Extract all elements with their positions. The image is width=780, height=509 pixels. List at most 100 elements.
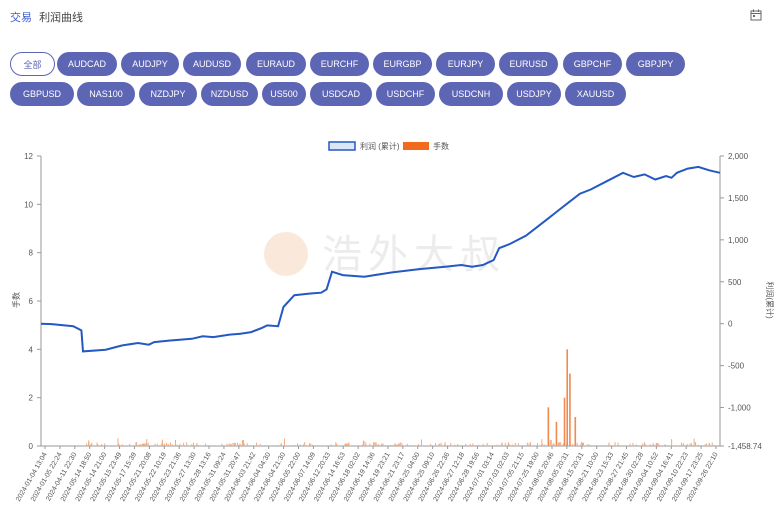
filter-chip-nas100[interactable]: NAS100: [77, 82, 135, 106]
lots-bar: [196, 442, 198, 446]
lots-bar: [256, 442, 258, 446]
filter-chip-gbpjpy[interactable]: GBPJPY: [626, 52, 685, 76]
filter-chip-eurusd[interactable]: EURUSD: [499, 52, 558, 76]
filter-chip-eurjpy[interactable]: EURJPY: [436, 52, 495, 76]
y-left-tick-label: 12: [24, 152, 33, 161]
filter-chip-audusd[interactable]: AUDUSD: [183, 52, 241, 76]
lots-bar: [656, 443, 658, 446]
filter-chip-eurgbp[interactable]: EURGBP: [373, 52, 432, 76]
filter-chip-usdcad[interactable]: USDCAD: [310, 82, 372, 106]
lots-bar: [681, 442, 683, 446]
lots-bar: [280, 444, 282, 446]
lots-bar: [101, 444, 103, 446]
lots-bar: [504, 442, 506, 446]
lots-bar: [572, 443, 574, 446]
legend-label-profit: 利润 (累计): [360, 141, 400, 151]
lots-bar: [665, 444, 667, 446]
lots-bar: [528, 443, 530, 446]
lots-bar: [303, 444, 305, 446]
y-left-tick-label: 8: [29, 249, 34, 258]
lots-bar: [186, 442, 188, 446]
filter-chip-audjpy[interactable]: AUDJPY: [121, 52, 179, 76]
lots-bar: [299, 444, 301, 446]
filter-chip-xauusd[interactable]: XAUUSD: [565, 82, 626, 106]
lots-bar: [438, 443, 440, 446]
lots-bar: [229, 444, 231, 446]
legend-label-lots: 手数: [433, 141, 449, 151]
lots-bar: [714, 444, 716, 446]
lots-bar: [697, 444, 699, 446]
lots-bar: [121, 444, 123, 446]
lots-bar: [234, 442, 236, 446]
lots-bar: [221, 443, 223, 446]
lots-bar: [472, 443, 474, 446]
lots-bar: [529, 442, 531, 446]
filter-chip-nzdjpy[interactable]: NZDJPY: [139, 82, 197, 106]
lots-bar: [117, 438, 119, 446]
filter-chip-usdcnh[interactable]: USDCNH: [439, 82, 503, 106]
lots-bar: [664, 444, 666, 446]
lots-bar: [501, 443, 503, 446]
lots-bar: [683, 444, 685, 446]
filter-chip-audcad[interactable]: AUDCAD: [57, 52, 117, 76]
lots-bar: [129, 443, 131, 446]
lots-bar: [439, 444, 441, 446]
lots-bar: [309, 443, 311, 446]
filter-chip-gbpchf[interactable]: GBPCHF: [563, 52, 622, 76]
lots-bar: [399, 442, 401, 446]
lots-bar: [170, 442, 172, 446]
lots-spike: [563, 397, 566, 446]
lots-bar: [144, 443, 146, 446]
lots-bar: [372, 442, 374, 446]
filter-chip-nzdusd[interactable]: NZDUSD: [201, 82, 258, 106]
lots-bar: [543, 444, 545, 446]
lots-bar: [382, 443, 384, 446]
y-right-tick-label: -1,458.74: [728, 442, 762, 451]
lots-bar: [417, 444, 419, 446]
lots-bar: [369, 443, 371, 446]
lots-bar: [310, 443, 312, 446]
lots-bar: [191, 444, 193, 446]
lots-bar: [704, 444, 706, 446]
legend-swatch-profit[interactable]: [328, 141, 356, 151]
lots-bar: [171, 444, 173, 446]
lots-bar: [140, 444, 142, 446]
lots-bar: [557, 442, 559, 446]
lots-bar: [142, 443, 144, 446]
lots-bar: [242, 440, 244, 446]
lots-bar: [430, 444, 432, 446]
lots-bar: [655, 442, 657, 446]
filter-chip-usdchf[interactable]: USDCHF: [376, 82, 435, 106]
y-right-tick-label: 0: [728, 320, 733, 329]
filter-chip-gbpusd[interactable]: GBPUSD: [10, 82, 74, 106]
lots-bar: [243, 443, 245, 446]
filter-chip-usdjpy[interactable]: USDJPY: [507, 82, 561, 106]
lots-bar: [135, 442, 137, 446]
filter-chip-eurchf[interactable]: EURCHF: [310, 52, 369, 76]
lots-bar: [508, 443, 510, 446]
lots-bar: [166, 442, 168, 446]
legend-swatch-lots[interactable]: [403, 142, 429, 150]
y-right-tick-label: 500: [728, 278, 742, 287]
lots-bar: [375, 442, 377, 446]
lots-bar: [264, 444, 266, 446]
breadcrumb-trades[interactable]: 交易: [10, 12, 32, 24]
lots-bar: [137, 444, 139, 446]
lots-bar: [118, 443, 120, 446]
filter-chip-us500[interactable]: US500: [262, 82, 306, 106]
lots-bar: [511, 444, 513, 446]
lots-bar: [693, 438, 695, 446]
lots-bar: [161, 444, 163, 446]
lots-bar: [536, 443, 538, 446]
lots-bar: [583, 442, 585, 446]
y-right-tick-label: -1,000: [728, 404, 751, 413]
y-right-axis-title: 利润(累计): [765, 281, 775, 319]
lots-bar: [690, 443, 692, 446]
calendar-icon[interactable]: [750, 9, 762, 21]
filter-chip-euraud[interactable]: EURAUD: [246, 52, 306, 76]
lots-bar: [346, 443, 348, 446]
lots-bar: [344, 444, 346, 446]
lots-bar: [330, 444, 332, 446]
lots-bar: [478, 444, 480, 446]
filter-chip-全部[interactable]: 全部: [10, 52, 55, 76]
